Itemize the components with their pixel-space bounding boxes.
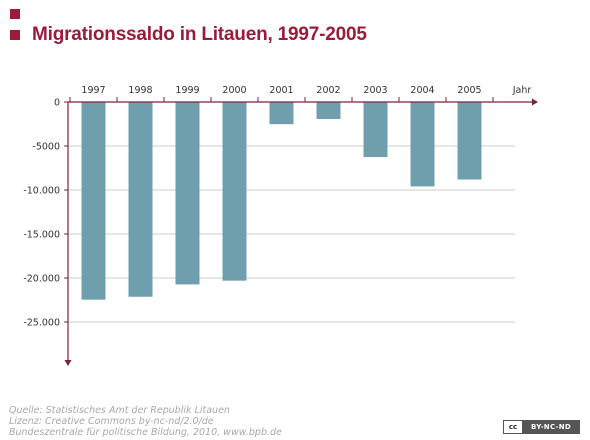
x-tick-label: 1999	[175, 85, 199, 96]
bar-2005	[457, 102, 482, 180]
bar-2002	[316, 102, 341, 119]
y-tick-label: 0	[54, 98, 60, 109]
x-tick-label: 1998	[128, 85, 152, 96]
x-tick-label: 2003	[363, 85, 387, 96]
cc-logo-icon: cc	[504, 421, 523, 433]
bar-2003	[363, 102, 388, 158]
bar-1998	[128, 102, 153, 297]
cc-license-label: BY-NC-ND	[523, 421, 579, 433]
x-tick-label: 2001	[269, 85, 293, 96]
y-tick-label: -5000	[32, 142, 60, 153]
y-tick-label: -25.000	[23, 318, 60, 329]
title-bullet	[10, 30, 20, 40]
x-tick-label: 2004	[410, 85, 434, 96]
x-tick-label: 2005	[457, 85, 481, 96]
source-line-2: Lizenz: Creative Commons by-nc-nd/2.0/de	[9, 416, 214, 427]
cc-license-badge[interactable]: cc BY-NC-ND	[503, 420, 580, 434]
x-tick-label: 2002	[316, 85, 340, 96]
x-tick-label: 2000	[222, 85, 246, 96]
bar-2000	[222, 102, 247, 281]
y-tick-label: -15.000	[23, 230, 60, 241]
source-line-1: Quelle: Statistisches Amt der Republik L…	[9, 405, 230, 416]
title-row: Migrationssaldo in Litauen, 1997-2005	[10, 24, 367, 46]
title-bullet-small	[10, 9, 20, 19]
chart-title: Migrationssaldo in Litauen, 1997-2005	[32, 24, 367, 45]
y-tick-label: -10.000	[23, 186, 60, 197]
bar-2001	[269, 102, 294, 125]
bar-1999	[175, 102, 200, 285]
x-axis-arrow-icon	[532, 98, 538, 106]
bar-chart: 0 -5000 -10.000 -15.000 -20.000 -25.000 1997 19…	[23, 85, 538, 366]
x-axis-title: Jahr	[512, 85, 532, 96]
bar-2004	[410, 102, 435, 187]
source-note: Quelle: Statistisches Amt der Republik L…	[9, 405, 282, 438]
bar-1997	[81, 102, 106, 300]
y-axis-arrow-icon	[64, 360, 72, 366]
y-tick-label: -20.000	[23, 274, 60, 285]
source-line-3: Bundeszentrale für politische Bildung, 2…	[9, 427, 282, 438]
x-tick-label: 1997	[81, 85, 105, 96]
